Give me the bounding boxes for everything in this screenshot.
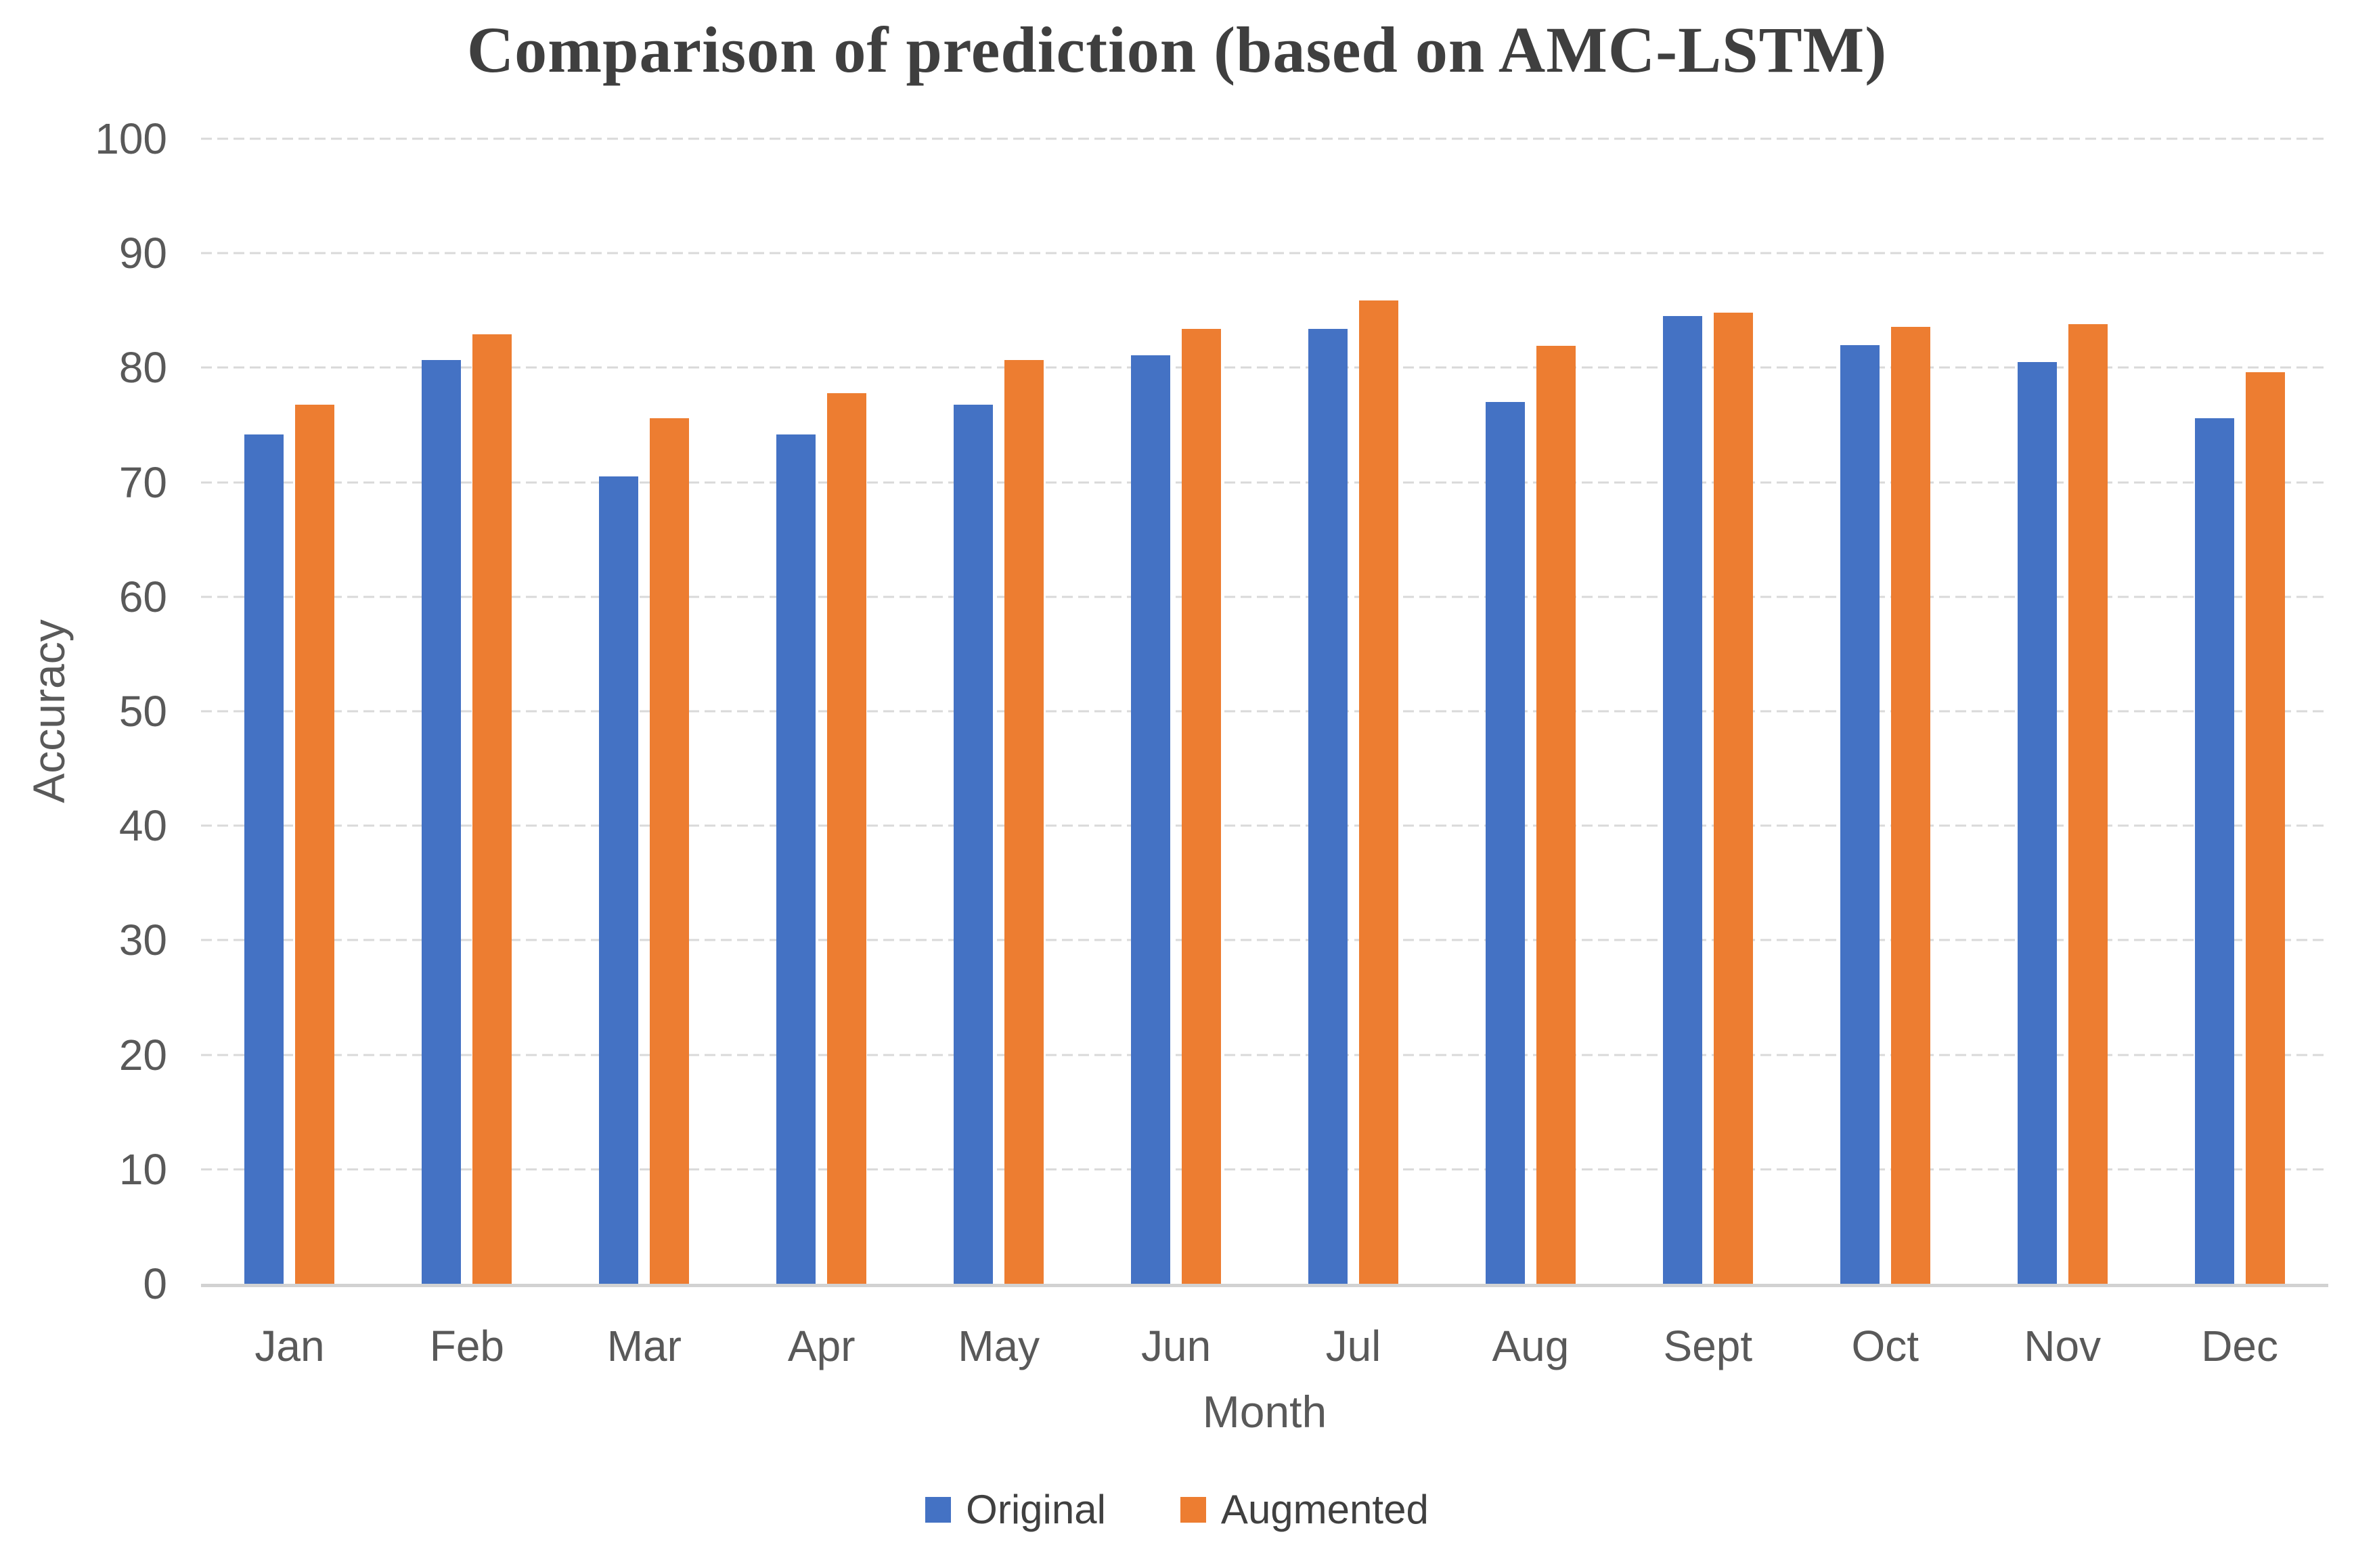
bar-group-aug [1442,139,1619,1284]
x-tick-label: Jul [1325,1322,1381,1370]
bar-original-may [954,404,994,1284]
bar-original-mar [599,476,639,1284]
legend-swatch-icon [1180,1496,1206,1523]
bar-original-apr [776,434,816,1284]
y-tick-label: 30 [118,916,167,965]
gridline [201,137,2328,140]
chart-title: Comparison of prediction (based on AMC-L… [466,14,1888,86]
y-tick-label: 90 [118,229,167,278]
y-axis-tick-labels: 0 10 20 30 40 50 60 70 80 90 100 [0,117,167,1305]
y-tick-label: 10 [118,1144,167,1194]
legend-label: Augmented [1220,1487,1429,1532]
bar-augmented-nov [2068,324,2108,1284]
y-tick-label: 50 [118,687,167,736]
y-tick-label: 60 [118,572,167,621]
bar-group-jan [201,139,378,1284]
x-tick-label: Aug [1492,1322,1570,1370]
y-tick-label: 20 [118,1030,167,1079]
bar-augmented-jul [1358,300,1398,1284]
bar-augmented-sept [1713,313,1753,1284]
bar-original-dec [2194,418,2234,1284]
x-tick-label: Sept [1663,1322,1753,1370]
x-tick-label: Jun [1140,1322,1212,1370]
bar-group-oct [1796,139,1974,1284]
bar-original-sept [1662,316,1702,1284]
x-tick-label: Dec [2201,1322,2278,1370]
legend-item-original: Original [925,1486,1106,1533]
bar-group-jun [1088,139,1265,1284]
y-tick-label: 80 [118,343,167,393]
x-tick-label: Apr [787,1322,856,1370]
gridline [201,824,2328,827]
x-axis-tick-labels: Jan Feb Mar Apr May Jun Jul Aug Sept Oct Nov Dec [201,1321,2328,1371]
x-tick-label: May [958,1322,1040,1370]
bar-original-feb [422,359,462,1284]
x-tick-label: Mar [606,1322,682,1370]
x-tick-label: Nov [2024,1322,2102,1370]
bar-group-apr [733,139,910,1284]
bar-augmented-oct [1890,326,1930,1284]
legend: Original Augmented [0,1486,2354,1533]
x-tick-label: Feb [429,1322,505,1370]
bar-original-jan [244,434,284,1284]
bar-augmented-mar [650,418,690,1284]
gridline [201,1168,2328,1171]
gridline [201,710,2328,713]
bar-original-aug [1485,402,1525,1284]
gridline [201,252,2328,254]
bar-original-jun [1131,355,1171,1284]
bar-original-jul [1308,328,1348,1284]
bar-augmented-may [1004,359,1044,1284]
bar-group-sept [1619,139,1796,1284]
bar-augmented-jun [1182,328,1222,1284]
bar-group-feb [378,139,556,1284]
gridline [201,366,2328,369]
gridline [201,939,2328,941]
y-tick-label: 40 [118,801,167,851]
bar-augmented-apr [827,393,867,1284]
bar-augmented-jan [295,404,335,1284]
bar-augmented-aug [1536,346,1576,1284]
plot-area [201,137,2328,1287]
gridline [201,596,2328,598]
bar-augmented-dec [2245,372,2285,1284]
bar-group-mar [556,139,733,1284]
gridline [201,481,2328,484]
x-axis-title: Month [1202,1387,1327,1437]
gridline [201,1054,2328,1056]
x-tick-label: Oct [1851,1322,1919,1370]
bar-group-may [910,139,1088,1284]
legend-label: Original [966,1487,1106,1532]
legend-swatch-icon [925,1496,952,1523]
bar-augmented-feb [472,334,512,1284]
bar-group-jul [1265,139,1442,1284]
y-tick-label: 70 [118,457,167,507]
bar-group-dec [2151,139,2328,1284]
legend-item-augmented: Augmented [1180,1486,1429,1533]
bar-original-nov [2017,361,2057,1284]
y-tick-label: 0 [143,1259,167,1308]
x-tick-label: Jan [254,1322,325,1370]
y-tick-label: 100 [95,114,167,163]
bar-original-oct [1840,344,1880,1284]
bar-group-nov [1974,139,2151,1284]
